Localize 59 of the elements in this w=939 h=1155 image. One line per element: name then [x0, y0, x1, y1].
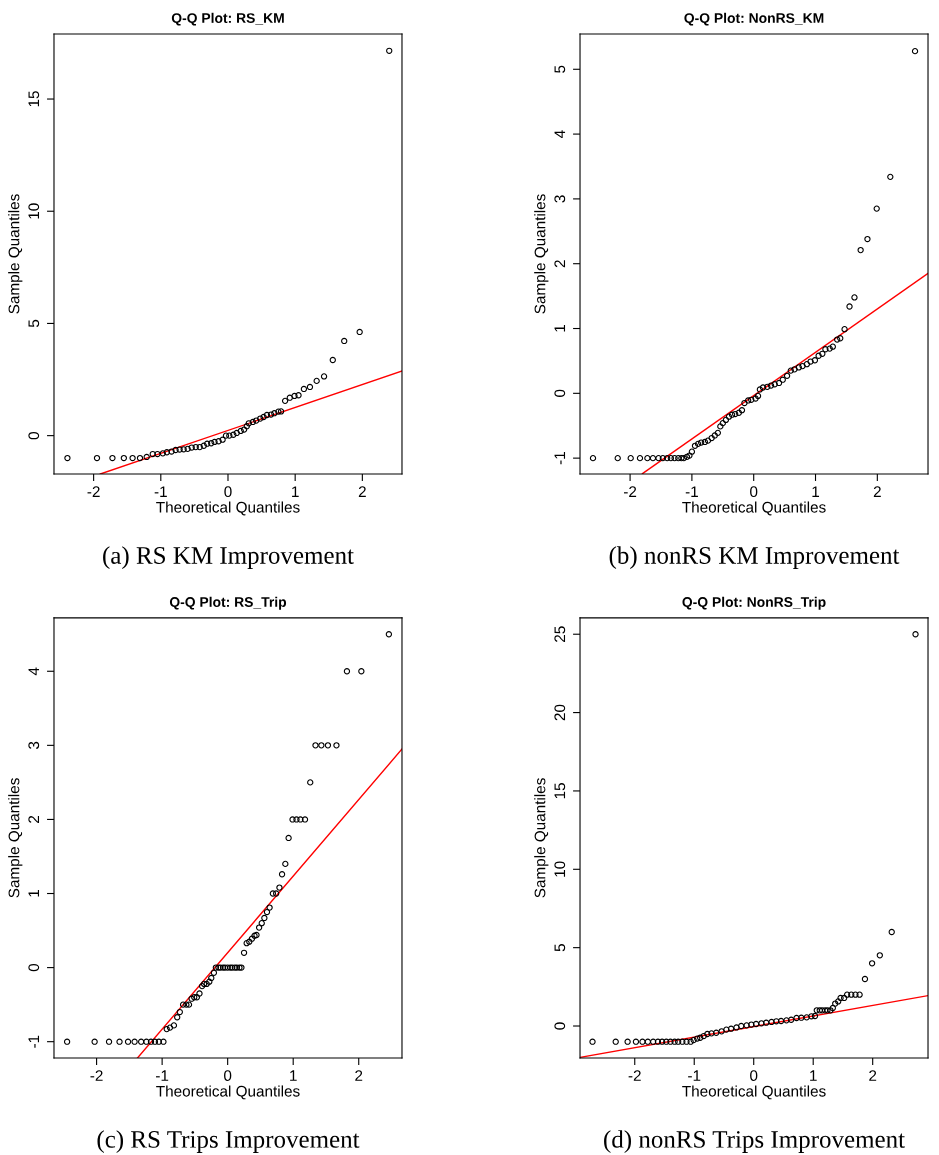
y-tick-label: 3 — [554, 195, 566, 203]
y-axis-title: Sample Quantiles — [534, 778, 549, 898]
y-tick-label: 2 — [554, 260, 566, 268]
x-tick-label: -1 — [154, 486, 167, 497]
text: (a) RS KM Improvement — [103, 546, 354, 569]
y-tick-label: 10 — [28, 203, 40, 219]
x-tick-label: 0 — [224, 486, 232, 498]
chart-title: Q-Q Plot: RS_Trip — [169, 596, 287, 610]
y-tick-label: -1 — [554, 452, 566, 465]
text: (c) RS Trips Improvement — [97, 1130, 360, 1153]
y-tick-label: 10 — [554, 861, 566, 877]
y-tick-label: 4 — [28, 667, 40, 676]
chart-title: Q-Q Plot: RS_KM — [171, 12, 284, 26]
x-tick-label: 0 — [750, 1070, 758, 1082]
x-tick-label: -1 — [685, 486, 698, 497]
y-axis-title: Sample Quantiles — [534, 194, 549, 314]
y-tick-label: 25 — [554, 626, 566, 642]
x-tick-label: -2 — [90, 1070, 103, 1081]
x-tick-label: 2 — [358, 486, 366, 497]
y-tick-label: 20 — [554, 704, 566, 721]
y-tick-label: 0 — [28, 963, 40, 972]
chart-title: Q-Q Plot: NonRS_KM — [684, 12, 824, 26]
text: (b) nonRS KM Improvement — [609, 546, 900, 569]
x-tick-label: 2 — [869, 1070, 877, 1081]
x-axis-title: Theoretical Quantiles — [682, 1085, 826, 1100]
y-tick-label: 4 — [554, 130, 566, 138]
x-tick-label: -2 — [87, 486, 100, 497]
x-tick-label: 0 — [224, 1070, 232, 1082]
y-tick-label: 0 — [28, 431, 40, 440]
chart-title: Q-Q Plot: NonRS_Trip — [682, 596, 826, 610]
y-tick-label: 3 — [28, 741, 40, 750]
y-tick-label: 5 — [554, 65, 566, 73]
y-tick-label: 5 — [28, 319, 40, 328]
x-tick-label: -2 — [623, 486, 637, 497]
x-axis-title: Theoretical Quantiles — [156, 501, 300, 516]
y-tick-label: 1 — [554, 325, 566, 332]
y-tick-label: 15 — [554, 783, 566, 799]
x-tick-label: -1 — [688, 1070, 701, 1081]
x-tick-label: 1 — [292, 486, 299, 497]
x-axis-title: Theoretical Quantiles — [156, 1085, 300, 1100]
x-axis-title: Theoretical Quantiles — [682, 501, 826, 516]
x-tick-label: 2 — [873, 486, 881, 497]
y-tick-label: 5 — [554, 944, 566, 952]
y-tick-label: 1 — [28, 890, 40, 897]
y-axis-title: Sample Quantiles — [8, 778, 23, 898]
y-tick-label: 15 — [28, 91, 40, 107]
x-tick-label: 2 — [355, 1070, 363, 1081]
text: (d) nonRS Trips Improvement — [604, 1130, 905, 1153]
x-tick-label: 0 — [750, 486, 758, 498]
x-tick-label: 1 — [812, 486, 820, 497]
x-tick-label: -2 — [628, 1070, 641, 1081]
x-tick-label: 1 — [810, 1070, 817, 1081]
y-tick-label: 0 — [554, 389, 566, 397]
y-tick-label: 0 — [554, 1022, 566, 1030]
y-tick-label: -1 — [28, 1035, 40, 1048]
x-tick-label: 1 — [290, 1070, 297, 1081]
y-tick-label: 2 — [28, 815, 40, 823]
y-axis-title: Sample Quantiles — [8, 194, 23, 314]
x-tick-label: -1 — [156, 1070, 169, 1081]
